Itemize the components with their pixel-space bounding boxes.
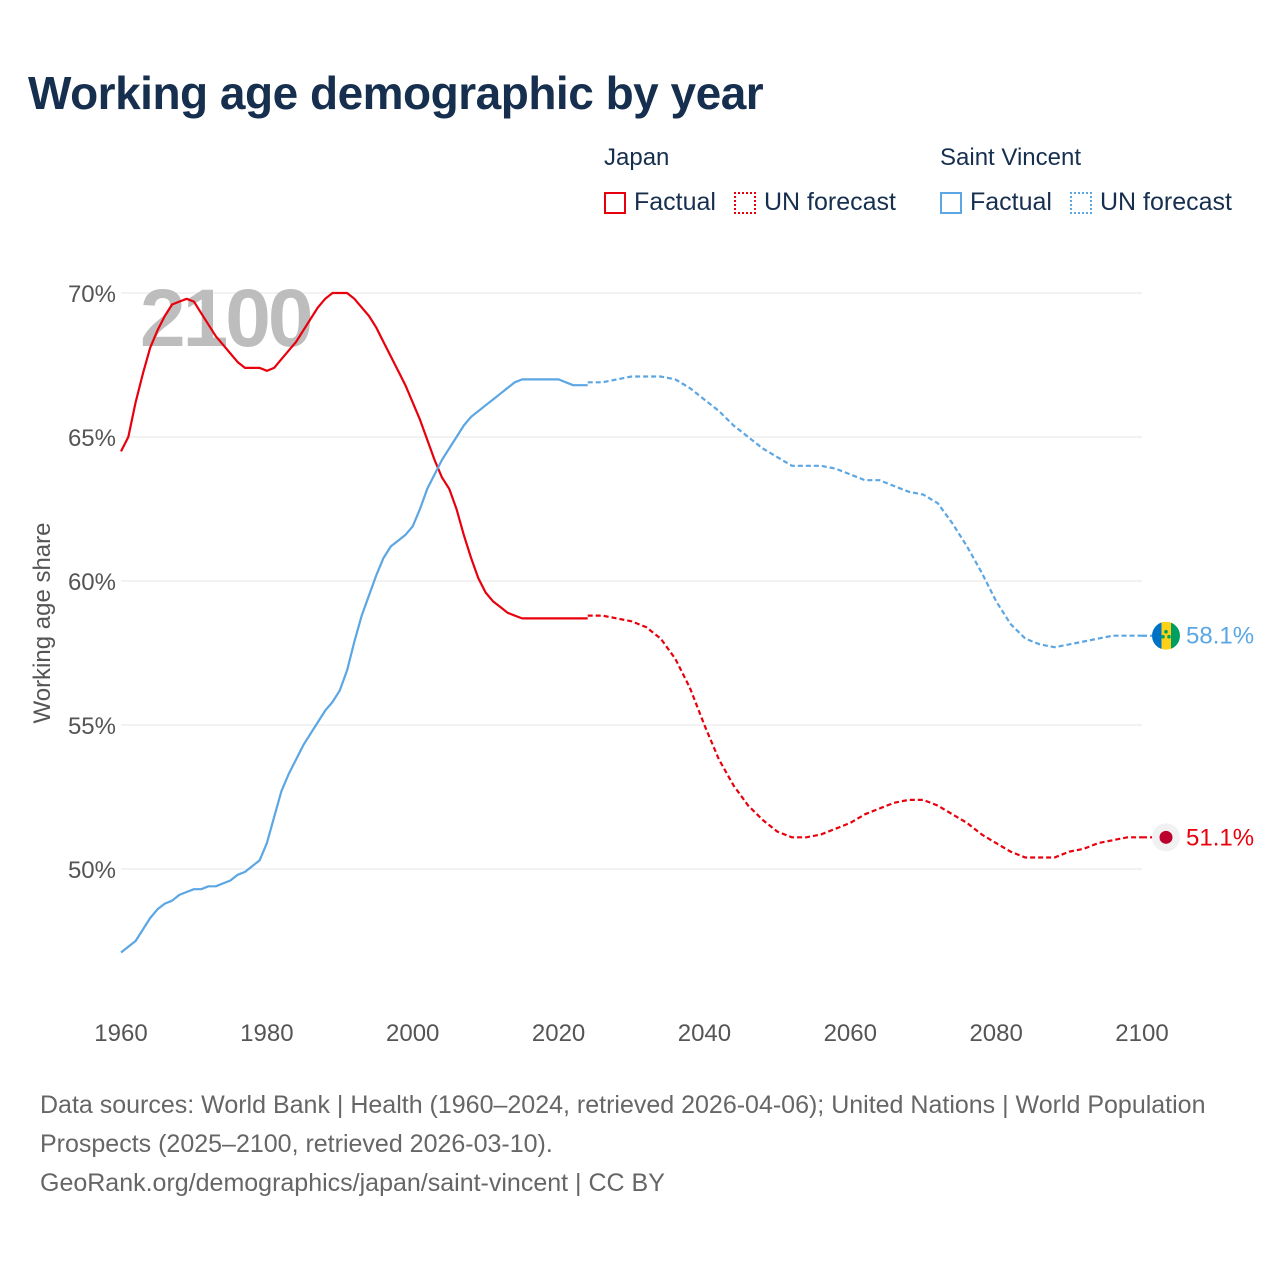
x-axis-ticks: 1960 1980 2000 2020 2040 2060 2080 2100 <box>94 1020 1168 1047</box>
japan-flag-icon <box>1152 823 1180 852</box>
x-tick-label: 1980 <box>240 1020 293 1047</box>
y-tick-label: 50% <box>68 857 116 884</box>
legend-group-title: Saint Vincent <box>940 144 1081 171</box>
flag-diamond <box>1161 634 1165 639</box>
data-sources: Data sources: World Bank | Health (1960–… <box>40 1091 1206 1158</box>
gridlines <box>121 292 1142 870</box>
flag-band-green <box>1171 621 1180 650</box>
legend-label: Factual <box>634 188 716 216</box>
flag-diamond <box>1167 634 1171 639</box>
x-tick-label: 2100 <box>1115 1020 1168 1047</box>
x-tick-label: 2060 <box>824 1020 877 1047</box>
japan-end-label: 51.1% <box>1186 824 1254 851</box>
legend-item-japan-factual[interactable]: Factual <box>604 188 716 217</box>
y-axis-ticks: 50% 55% 60% 65% 70% <box>68 281 116 884</box>
flag-band-blue <box>1152 621 1162 650</box>
end-markers: 51.1% 58.1% <box>1142 621 1254 852</box>
saint-vincent-factual-line <box>120 378 588 954</box>
x-tick-label: 2080 <box>969 1020 1022 1047</box>
solid-swatch-icon <box>940 191 962 214</box>
legend-group-title: Japan <box>604 144 670 171</box>
legend-label: UN forecast <box>763 188 896 216</box>
flag-band-gold <box>1161 621 1171 650</box>
credit-link[interactable]: GeoRank.org/demographics/japan/saint-vin… <box>40 1169 665 1197</box>
dotted-swatch-icon <box>733 191 756 214</box>
y-axis-label: Working age share <box>29 523 56 724</box>
y-tick-label: 70% <box>68 281 116 308</box>
footer: Data sources: World Bank | Health (1960–… <box>40 1086 1220 1203</box>
series-lines <box>120 291 1142 954</box>
solid-swatch-icon <box>604 191 626 214</box>
y-tick-label: 60% <box>68 569 116 596</box>
flag-bands <box>1152 621 1180 650</box>
legend-item-saint-vincent-factual[interactable]: Factual <box>940 188 1052 217</box>
legend-item-saint-vincent-forecast[interactable]: UN forecast <box>1069 188 1232 217</box>
flag-diamond <box>1164 629 1168 634</box>
flag-sun <box>1159 830 1173 844</box>
japan-factual-line <box>120 291 588 620</box>
x-tick-label: 2040 <box>678 1020 731 1047</box>
legend-saint-vincent: Saint Vincent Factual UN forecast <box>940 144 1232 217</box>
japan-forecast-line <box>587 614 1142 859</box>
legend-japan: Japan Factual UN forecast <box>604 144 896 217</box>
chart-title: Working age demographic by year <box>28 67 764 119</box>
saint-vincent-flag-icon <box>1152 621 1180 650</box>
saint-vincent-forecast-line <box>587 375 1142 649</box>
y-tick-label: 65% <box>68 425 116 452</box>
legend-label: Factual <box>970 188 1052 216</box>
legend-item-japan-forecast[interactable]: UN forecast <box>733 188 896 217</box>
x-tick-label: 2020 <box>532 1020 585 1047</box>
legend-label: UN forecast <box>1099 188 1232 216</box>
x-tick-label: 1960 <box>94 1020 147 1047</box>
dotted-swatch-icon <box>1069 191 1092 214</box>
year-watermark: 2100 <box>140 273 311 364</box>
y-tick-label: 55% <box>68 713 116 740</box>
saint-vincent-end-label: 58.1% <box>1186 623 1254 650</box>
x-tick-label: 2000 <box>386 1020 439 1047</box>
